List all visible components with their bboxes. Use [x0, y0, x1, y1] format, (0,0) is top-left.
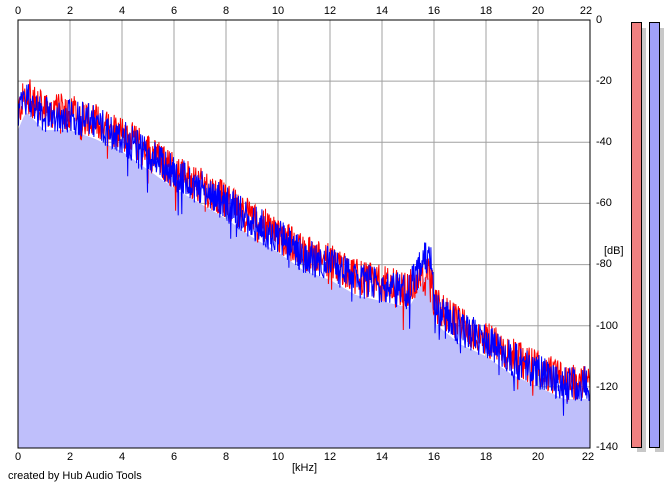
- x-tick-bottom: 20: [531, 451, 545, 463]
- x-tick-bottom: 18: [479, 451, 493, 463]
- x-tick-top: 0: [14, 5, 22, 17]
- credit-text: created by Hub Audio Tools: [8, 470, 142, 482]
- level-meter-left: [631, 22, 642, 448]
- x-tick-top: 12: [323, 5, 337, 17]
- x-tick-bottom: 8: [222, 451, 230, 463]
- plot-border: [17, 19, 591, 449]
- x-tick-bottom: 6: [170, 451, 178, 463]
- x-tick-bottom: 0: [14, 451, 22, 463]
- y-tick: -20: [596, 75, 612, 87]
- level-meter-right: [649, 22, 660, 448]
- y-tick: -120: [596, 381, 619, 393]
- x-tick-top: 2: [66, 5, 74, 17]
- x-tick-bottom: 10: [271, 451, 285, 463]
- x-tick-top: 8: [222, 5, 230, 17]
- y-tick: -140: [596, 441, 619, 453]
- y-tick: 0: [596, 14, 603, 26]
- y-tick: -100: [596, 320, 619, 332]
- y-tick: -80: [596, 258, 612, 270]
- x-tick-top: 4: [118, 5, 126, 17]
- x-tick-top: 6: [170, 5, 178, 17]
- x-tick-bottom: 4: [118, 451, 126, 463]
- spectrum-fill-area: [18, 112, 590, 448]
- x-tick-top: 22: [579, 5, 593, 17]
- x-tick-bottom: 16: [427, 451, 441, 463]
- y-tick: -60: [596, 197, 612, 209]
- y-axis-unit-label: [dB]: [604, 245, 624, 257]
- x-tick-bottom: 14: [375, 451, 389, 463]
- x-tick-bottom: 2: [66, 451, 74, 463]
- x-tick-bottom: 12: [323, 451, 337, 463]
- x-tick-top: 14: [375, 5, 389, 17]
- x-tick-top: 20: [531, 5, 545, 17]
- x-tick-top: 16: [427, 5, 441, 17]
- x-tick-bottom: 22: [581, 451, 595, 463]
- x-tick-top: 18: [479, 5, 493, 17]
- y-tick: -40: [596, 136, 612, 148]
- spectrum-line-right-channel: [17, 84, 591, 416]
- x-tick-top: 10: [271, 5, 285, 17]
- x-axis-unit-label: [kHz]: [292, 462, 318, 474]
